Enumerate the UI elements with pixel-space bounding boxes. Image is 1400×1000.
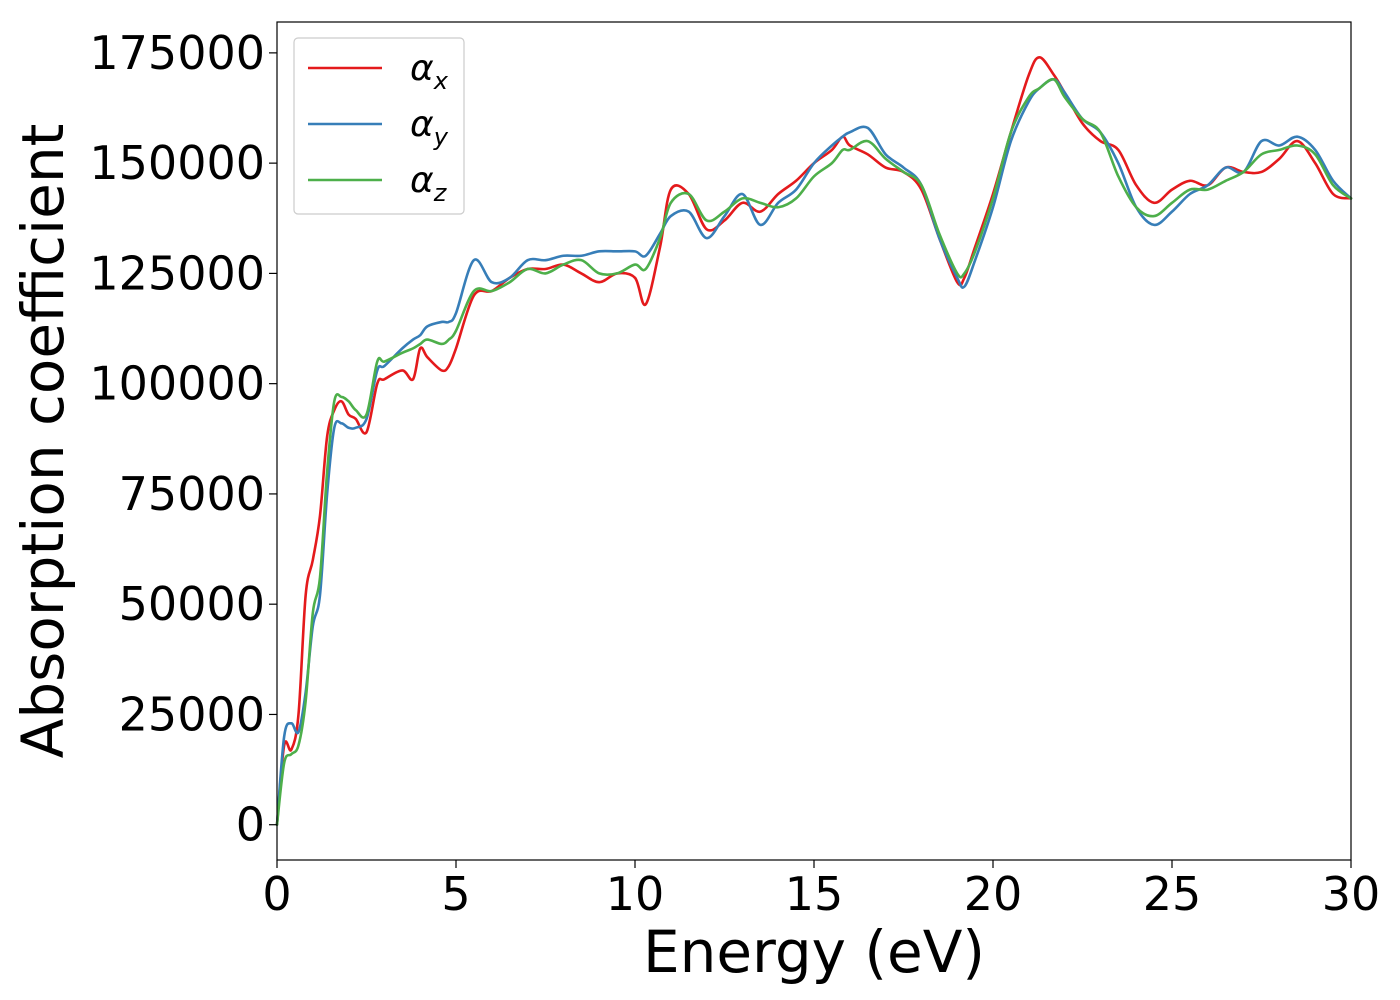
series-layer [275, 55, 1353, 827]
x-axis: 0 5 10 15 20 25 30 [262, 860, 1380, 921]
legend: αx αy αz [293, 37, 465, 215]
series-line-y [275, 78, 1353, 827]
legend-box [293, 37, 465, 215]
y-tick-label: 50000 [119, 577, 265, 631]
x-tick-label: 20 [964, 867, 1023, 921]
y-tick-label: 100000 [89, 357, 265, 411]
y-tick-label: 75000 [119, 467, 265, 521]
x-tick-label: 0 [262, 867, 291, 921]
y-axis: 0 25000 50000 75000 100000 125000 150000 175000 [89, 26, 277, 852]
x-tick-label: 25 [1143, 867, 1202, 921]
series-line-z [275, 77, 1353, 827]
y-axis-label: Absorption coefficient [9, 124, 77, 759]
x-tick-label: 10 [606, 867, 665, 921]
y-tick-label: 0 [236, 798, 265, 852]
series-line-x [275, 55, 1353, 827]
x-tick-label: 15 [785, 867, 844, 921]
y-tick-label: 25000 [119, 687, 265, 741]
x-tick-label: 5 [441, 867, 470, 921]
x-axis-label: Energy (eV) [643, 918, 985, 986]
y-tick-label: 175000 [89, 26, 265, 80]
legend-label-y: αy [410, 104, 449, 151]
y-tick-label: 125000 [89, 246, 265, 300]
x-tick-label: 30 [1322, 867, 1381, 921]
legend-label-x: αx [410, 48, 449, 95]
legend-label-z: αz [410, 160, 448, 207]
y-tick-label: 150000 [89, 136, 265, 190]
